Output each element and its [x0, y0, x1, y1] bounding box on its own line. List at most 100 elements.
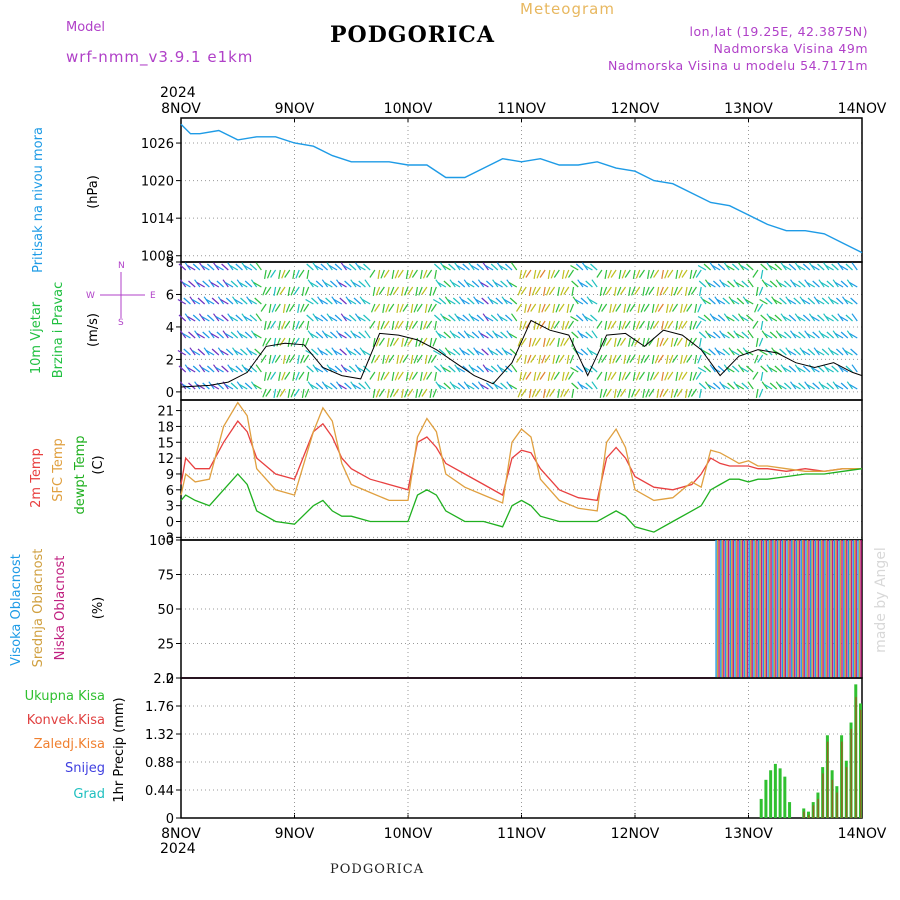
wind-arrow	[754, 303, 759, 313]
wind-arrow	[830, 298, 839, 305]
wind-arrow	[602, 388, 608, 398]
wind-arrow	[520, 388, 527, 397]
wind-arrow	[240, 297, 248, 305]
wind-arrow	[760, 263, 768, 271]
wind-arrow	[188, 331, 196, 339]
wind-arrow	[448, 365, 456, 373]
wind-arrow	[602, 286, 608, 296]
wind-arrow	[726, 315, 735, 322]
cloud-bar	[757, 540, 760, 678]
wind-arrow	[271, 303, 277, 313]
wind-arrow	[574, 298, 584, 305]
wind-arrow	[262, 337, 267, 347]
wind-arrow	[802, 263, 811, 271]
wind-arrow	[745, 298, 754, 305]
y-tick-label: 21	[157, 405, 174, 420]
cloud-bar	[809, 540, 812, 678]
wind-arrow	[377, 320, 381, 331]
wind-arrow	[292, 320, 296, 331]
wind-arrow	[270, 371, 277, 380]
wind-arrow	[443, 382, 451, 390]
wind-arrow	[624, 269, 631, 278]
time-label: 14NOV	[838, 101, 887, 117]
wind-arrow	[298, 320, 305, 329]
wind-arrow	[182, 281, 191, 288]
wind-arrow	[399, 354, 404, 364]
wind-arrow	[649, 269, 655, 279]
wind-arrow	[545, 337, 551, 347]
wind-arrow	[481, 348, 489, 356]
wind-arrow	[394, 371, 400, 381]
wind-arrow	[225, 348, 234, 356]
cloud-bar	[852, 540, 854, 678]
wind-arrow	[699, 337, 702, 348]
cloud-bar	[789, 540, 791, 678]
wind-arrow	[662, 286, 669, 295]
wind-arrow	[806, 332, 816, 339]
wind-arrow	[499, 264, 508, 271]
wind-arrow	[787, 349, 797, 356]
wind-arrow	[849, 332, 858, 339]
wind-arrow	[202, 331, 210, 339]
wind-arrow	[215, 264, 224, 271]
wind-arrow	[255, 364, 262, 373]
wind-arrow	[380, 269, 385, 279]
wind-arrow	[461, 298, 470, 305]
wind-arrow	[462, 314, 470, 322]
wind-arrow	[287, 337, 291, 348]
wind-arrow	[196, 383, 205, 390]
wind-arrow	[681, 320, 688, 329]
wind-arrow	[613, 388, 617, 399]
wind-arrow	[797, 366, 806, 373]
wind-arrow	[508, 281, 518, 288]
precip-conv-bar	[817, 798, 819, 818]
wind-arrow	[264, 371, 267, 382]
wind-arrow	[377, 269, 381, 280]
wind-arrow	[820, 332, 830, 339]
wind-arrow	[553, 269, 560, 278]
wind-arrow	[457, 280, 466, 288]
wind-arrow	[782, 315, 792, 322]
wind-arrow	[571, 382, 579, 390]
wind-arrow	[764, 383, 773, 390]
y-tick-label: 1.32	[145, 728, 174, 743]
wind-arrow	[271, 354, 277, 364]
wind-arrow	[230, 280, 239, 288]
wind-arrow	[768, 264, 778, 271]
wind-arrow	[722, 297, 730, 305]
wind-arrow	[735, 332, 745, 339]
wind-arrow	[844, 298, 853, 305]
wind-arrow	[244, 331, 253, 339]
wind-arrow	[451, 281, 461, 288]
cloud-bar	[751, 540, 753, 678]
wind-arrow	[443, 280, 451, 288]
wind-arrow	[531, 286, 537, 296]
wind-arrow	[545, 286, 551, 296]
wind-arrow	[653, 320, 660, 329]
wind-arrow	[825, 366, 834, 373]
cloud-bar	[775, 540, 777, 678]
cloud-bar	[729, 540, 731, 678]
wind-arrow	[640, 354, 646, 364]
wind-arrow	[545, 388, 551, 398]
wind-arrow	[402, 354, 409, 363]
wind-arrow	[347, 349, 357, 356]
wind-arrow	[635, 371, 641, 381]
cloud-bar	[841, 540, 843, 678]
wind-arrow	[386, 337, 390, 348]
wind-arrow	[230, 331, 239, 339]
wind-arrow	[525, 371, 532, 380]
time-label: 8NOV	[161, 826, 201, 842]
wind-arrow	[264, 320, 267, 331]
wind-arrow	[527, 354, 532, 364]
wind-arrow	[389, 337, 395, 347]
wind-arrow	[418, 337, 423, 347]
cloud-bar	[820, 540, 823, 678]
elevation-text: Nadmorska Visina 49m	[713, 41, 868, 56]
wind-arrow	[759, 298, 768, 305]
wind-arrow	[834, 383, 844, 390]
wind-arrow	[508, 332, 518, 339]
wind-arrow	[684, 337, 688, 348]
wind-arrow	[735, 383, 745, 390]
cloud-bar	[745, 540, 747, 678]
